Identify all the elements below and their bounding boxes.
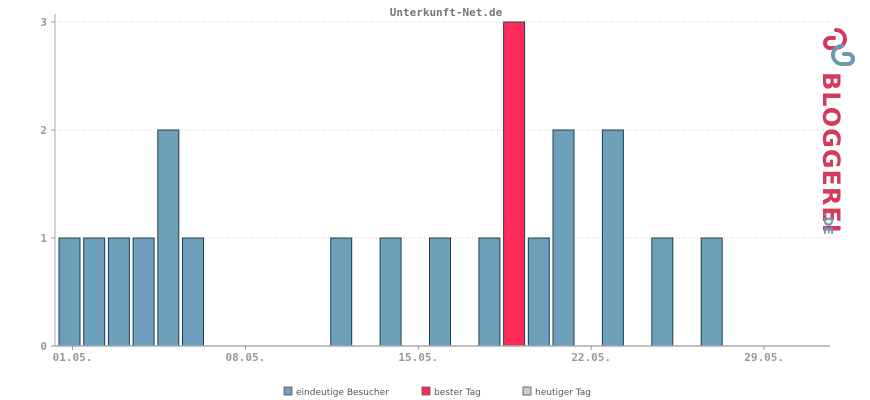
bar bbox=[83, 237, 106, 347]
y-tick-label: 3 bbox=[40, 16, 47, 29]
logo-suffix: .DE bbox=[821, 212, 835, 235]
legend-label: heutiger Tag bbox=[535, 388, 591, 398]
logo-glyph-icon bbox=[823, 28, 855, 66]
bar bbox=[527, 237, 550, 347]
bar bbox=[429, 237, 451, 347]
axes bbox=[54, 14, 830, 347]
bar bbox=[132, 237, 155, 347]
bar bbox=[58, 237, 81, 347]
x-tick-label: 01.05. bbox=[53, 351, 93, 364]
bar bbox=[330, 237, 353, 347]
legend-swatch bbox=[522, 386, 532, 396]
bar bbox=[379, 237, 402, 347]
legend: eindeutige Besucher bester Tag heutiger Ta… bbox=[283, 386, 591, 398]
x-tick-label: 29.05. bbox=[744, 351, 784, 364]
bar bbox=[182, 237, 204, 347]
x-tick-label: 22.05. bbox=[571, 351, 611, 364]
bars bbox=[58, 21, 723, 347]
bar bbox=[157, 129, 180, 347]
bar bbox=[478, 237, 501, 347]
x-tick-label: 08.05. bbox=[226, 351, 266, 364]
y-tick-label: 2 bbox=[40, 124, 47, 137]
logo-text: BLOGGEREI bbox=[817, 72, 845, 234]
bar bbox=[552, 129, 575, 347]
y-tick-label: 0 bbox=[40, 340, 47, 353]
legend-swatch bbox=[421, 386, 431, 396]
chart-title: Unterkunft-Net.de bbox=[390, 6, 503, 19]
x-tick-label: 15.05. bbox=[398, 351, 438, 364]
bar bbox=[700, 237, 723, 347]
bar bbox=[503, 21, 526, 347]
bar bbox=[651, 237, 674, 347]
bar bbox=[107, 237, 130, 347]
bar bbox=[601, 129, 624, 347]
y-tick-labels: 0 1 2 3 bbox=[40, 16, 47, 353]
y-tick-label: 1 bbox=[40, 232, 47, 245]
bloggerei-logo: BLOGGEREI .DE bbox=[817, 28, 855, 235]
legend-label: bester Tag bbox=[434, 388, 481, 398]
x-tick-labels: 01.05. 08.05. 15.05. 22.05. 29.05. bbox=[53, 346, 784, 364]
legend-label: eindeutige Besucher bbox=[296, 388, 389, 398]
legend-swatch bbox=[283, 386, 293, 396]
